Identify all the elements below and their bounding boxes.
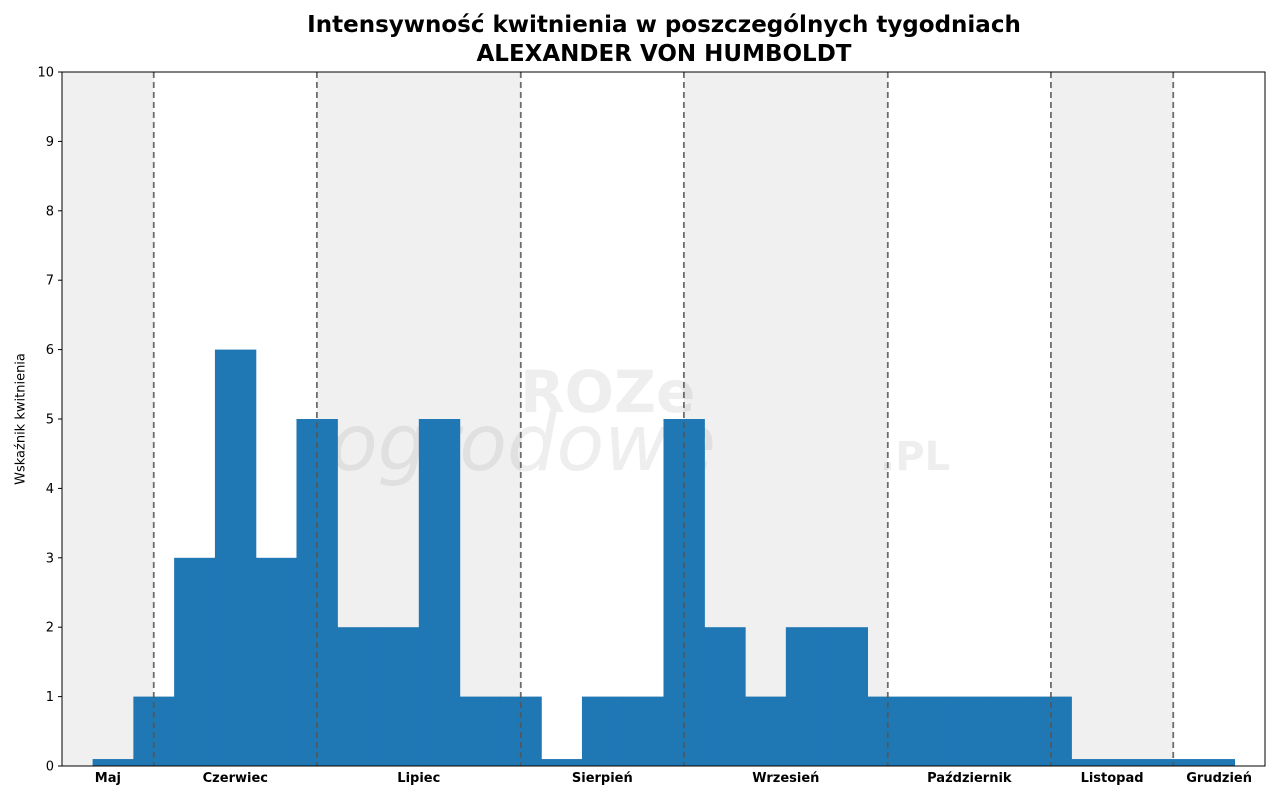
bar-week-4: [214, 349, 257, 766]
month-label-listopad: Listopad: [1081, 771, 1144, 786]
month-band-maj: [62, 72, 154, 766]
bar-week-16: [704, 627, 746, 766]
y-tick-label: 8: [46, 204, 54, 219]
y-tick-label: 5: [46, 413, 54, 428]
x-axis-month-labels: Maj Czerwiec Lipiec Sierpień Wrzesień Paździe…: [95, 771, 1252, 786]
watermark-suffix: .PL: [880, 434, 950, 480]
bar-week-14: [622, 696, 665, 766]
month-label-lipiec: Lipiec: [397, 771, 440, 786]
chart-subtitle: ALEXANDER VON HUMBOLDT: [476, 41, 852, 67]
y-tick-label: 9: [46, 135, 54, 150]
bar-week-10: [459, 696, 501, 766]
bar-week-19: [826, 627, 868, 766]
bar-week-7: [337, 627, 379, 766]
month-label-maj: Maj: [95, 771, 121, 786]
bar-week-22: [948, 696, 991, 766]
y-tick-label: 1: [46, 690, 54, 705]
y-tick-label: 3: [46, 551, 54, 566]
bar-week-25: [1071, 759, 1113, 766]
bar-week-3: [174, 557, 216, 766]
bar-week-12: [541, 759, 583, 766]
y-tick-label: 6: [46, 343, 54, 358]
y-tick-label: 0: [46, 760, 54, 775]
month-label-grudzien: Grudzień: [1186, 771, 1252, 786]
month-label-pazdziernik: Październik: [927, 771, 1012, 786]
bar-week-13: [581, 696, 624, 766]
month-label-czerwiec: Czerwiec: [203, 771, 268, 786]
bar-week-26: [1112, 759, 1154, 766]
y-tick-label: 7: [46, 274, 54, 289]
bar-week-1: [92, 759, 134, 766]
bar-week-23: [989, 696, 1032, 766]
y-axis: 0 1 2 3 4 5 6 7 8 9 10: [37, 66, 62, 775]
y-tick-label: 2: [46, 621, 54, 636]
bar-week-18: [785, 627, 828, 766]
bar-week-9: [418, 419, 461, 766]
watermark-line2: ogrodowe: [330, 399, 716, 489]
chart-title: Intensywność kwitnienia w poszczególnych…: [307, 12, 1021, 38]
bar-week-21: [908, 696, 950, 766]
month-label-sierpien: Sierpień: [572, 771, 633, 786]
y-tick-label: 4: [46, 482, 54, 497]
watermark-line1: ROZe: [520, 358, 695, 426]
watermark-logo: ROZe ogrodowe .PL: [330, 358, 950, 489]
month-label-wrzesien: Wrzesień: [752, 771, 819, 786]
y-tick-label: 10: [37, 66, 54, 81]
plot-frame: [61, 71, 1266, 767]
bar-week-5: [255, 557, 298, 766]
month-dividers: [152, 72, 1175, 766]
bar-week-8: [378, 627, 420, 766]
month-band-listopad: [1050, 72, 1174, 766]
bar-week-28: [1193, 759, 1236, 766]
bar-week-17: [745, 696, 787, 766]
